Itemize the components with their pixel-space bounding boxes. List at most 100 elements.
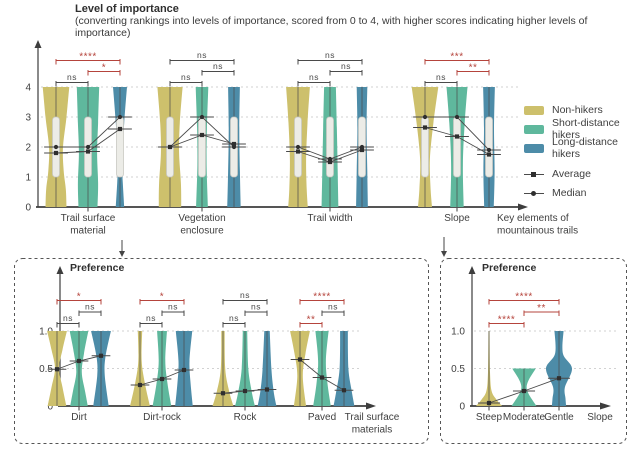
median-marker xyxy=(454,114,460,120)
panel-title: Preference xyxy=(482,262,536,274)
average-marker xyxy=(199,132,205,138)
iqr-box xyxy=(326,116,334,178)
category-label: Dirt xyxy=(71,412,87,423)
significance-label: *** xyxy=(450,52,463,63)
significance-label: ns xyxy=(181,72,191,82)
average-marker xyxy=(341,388,347,393)
iqr-box xyxy=(453,116,461,178)
average-marker xyxy=(422,125,428,130)
average-marker xyxy=(54,367,60,372)
category-label: materials xyxy=(352,425,393,436)
significance-label: ns xyxy=(240,290,250,300)
average-marker xyxy=(454,134,460,139)
category-label: Key elements of xyxy=(497,213,569,224)
average-marker xyxy=(85,149,91,154)
legend: Non-hikers Short-distance hikers Long-di… xyxy=(524,104,639,199)
average-marker xyxy=(359,147,365,153)
connector-arrowhead-icon xyxy=(441,251,447,257)
y-tick-label: 0 xyxy=(25,203,31,214)
significance-label: ns xyxy=(146,313,156,323)
panel-box-slope xyxy=(440,258,627,444)
category-label: enclosure xyxy=(180,226,224,237)
median-marker xyxy=(295,144,301,150)
category-label: Trail surface xyxy=(345,412,400,423)
average-marker xyxy=(231,141,237,147)
category-label: Vegetation xyxy=(178,213,225,224)
significance-label: ns xyxy=(229,313,239,323)
median-marker xyxy=(53,144,59,150)
significance-label: ** xyxy=(307,315,316,326)
legend-label: Long-distance hikers xyxy=(552,136,618,160)
average-marker xyxy=(486,400,492,406)
average-marker xyxy=(242,388,248,394)
median-marker xyxy=(486,147,492,153)
category-label: Rock xyxy=(234,412,258,423)
significance-label: **** xyxy=(515,292,533,303)
category-label: material xyxy=(70,226,106,237)
significance-label: ns xyxy=(197,50,207,60)
legend-label: Short-distance hikers xyxy=(552,117,620,141)
median-marker xyxy=(199,114,205,120)
x-axis-arrow-icon xyxy=(600,402,611,410)
y-axis-arrow-icon xyxy=(34,40,42,48)
connector-arrowhead-icon xyxy=(119,251,125,257)
significance-label: **** xyxy=(313,292,331,303)
short-distance-swatch-icon xyxy=(524,124,544,134)
significance-label: * xyxy=(160,292,164,303)
average-marker xyxy=(295,149,301,154)
significance-label: * xyxy=(77,292,81,303)
average-marker xyxy=(98,353,104,358)
y-tick-label: 0 xyxy=(459,402,465,413)
y-axis-arrow-icon xyxy=(468,266,476,274)
average-marker xyxy=(181,367,187,373)
legend-item-median: Median xyxy=(524,187,639,199)
iqr-box xyxy=(198,116,206,178)
panel-title: Preference xyxy=(70,262,124,274)
category-label: Trail width xyxy=(307,213,352,224)
significance-label: ns xyxy=(67,72,77,82)
legend-label: Non-hikers xyxy=(552,104,603,116)
y-tick-label: 0.5 xyxy=(39,364,53,375)
average-marker xyxy=(521,388,527,394)
significance-label: ns xyxy=(251,302,261,312)
y-tick-label: 0 xyxy=(47,402,53,413)
average-marker xyxy=(53,150,59,156)
x-axis-arrow-icon xyxy=(366,402,376,410)
average-marker xyxy=(117,126,123,132)
figure-subtitle: (converting rankings into levels of impo… xyxy=(75,15,588,40)
average-marker xyxy=(167,144,173,150)
average-marker xyxy=(556,376,562,381)
median-marker xyxy=(85,144,91,150)
y-tick-label: 2 xyxy=(25,143,31,154)
legend-item-long-distance-hikers: Long-distance hikers xyxy=(524,136,639,160)
significance-label: ns xyxy=(341,61,351,71)
significance-label: ns xyxy=(325,50,335,60)
average-marker xyxy=(137,382,143,388)
average-marker xyxy=(159,376,165,382)
average-marker xyxy=(297,357,303,362)
figure-title: Level of importance xyxy=(75,3,179,15)
significance-label: ** xyxy=(537,303,546,314)
significance-label: ns xyxy=(168,302,178,312)
figure-header: Level of importance (converting rankings… xyxy=(75,3,627,40)
legend-item-short-distance-hikers: Short-distance hikers xyxy=(524,117,639,141)
significance-label: ns xyxy=(328,302,338,312)
category-label: mountainous trails xyxy=(497,226,578,237)
significance-label: ns xyxy=(436,72,446,82)
significance-label: ns xyxy=(213,61,223,71)
significance-label: ns xyxy=(309,72,319,82)
category-label: Gentle xyxy=(544,412,574,423)
non-hikers-swatch-icon xyxy=(524,105,544,115)
median-marker-icon xyxy=(524,189,544,198)
significance-label: * xyxy=(102,63,106,74)
y-tick-label: 4 xyxy=(25,83,31,94)
legend-label: Average xyxy=(552,168,591,180)
category-label: Trail surface xyxy=(61,213,116,224)
y-tick-label: 1 xyxy=(25,173,31,184)
average-marker xyxy=(327,159,333,165)
y-tick-label: 1.0 xyxy=(451,327,465,338)
significance-label: ns xyxy=(85,302,95,312)
category-label: Steep xyxy=(476,412,503,423)
legend-item-non-hikers: Non-hikers xyxy=(524,104,639,116)
